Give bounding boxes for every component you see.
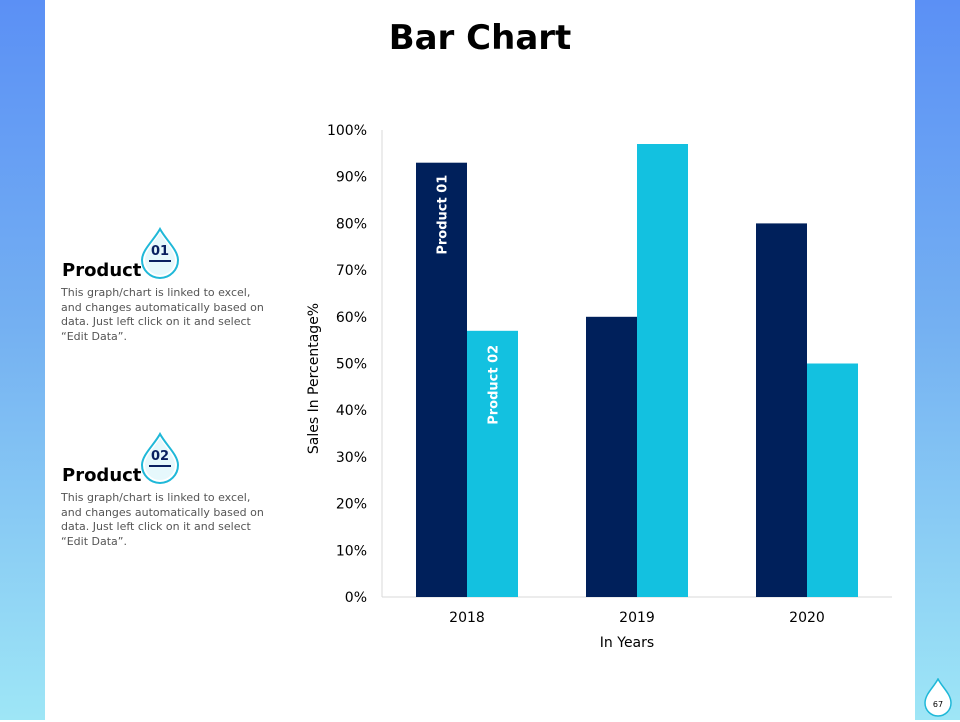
bar-product-02-2019 — [637, 144, 688, 597]
y-tick-label: 60% — [336, 310, 367, 326]
page-number: 67 — [932, 700, 944, 709]
bar-product-01-2018 — [416, 162, 467, 597]
left-gradient-band — [0, 0, 45, 720]
x-tick-label: 2019 — [619, 610, 655, 626]
y-tick-label: 20% — [336, 497, 367, 513]
product-number: 02 — [150, 449, 170, 464]
bar-product-01-2019 — [586, 316, 637, 597]
water-drop-icon: 01 — [140, 226, 180, 283]
y-tick-label: 100% — [327, 123, 367, 139]
x-tick-label: 2020 — [789, 610, 825, 626]
right-gradient-band — [915, 0, 960, 720]
y-tick-label: 40% — [336, 403, 367, 419]
bar-product-02-2018 — [467, 330, 518, 597]
product-number: 01 — [150, 244, 170, 259]
page-drop-icon — [923, 677, 953, 722]
bar-series-label: Product 01 — [436, 175, 451, 255]
product-title: Product — [62, 465, 142, 486]
bar-product-01-2020 — [756, 223, 807, 597]
y-tick-label: 80% — [336, 216, 367, 232]
y-tick-label: 10% — [336, 543, 367, 559]
number-underline — [149, 260, 171, 262]
y-tick-label: 0% — [345, 590, 367, 606]
number-underline — [149, 465, 171, 467]
y-axis-title: Sales In Percentage% — [306, 303, 322, 454]
y-tick-label: 30% — [336, 450, 367, 466]
water-drop-icon: 02 — [140, 431, 180, 488]
product-description: This graph/chart is linked to excel, and… — [61, 286, 264, 343]
y-tick-label: 50% — [336, 357, 367, 373]
x-tick-label: 2018 — [449, 610, 485, 626]
product-description: This graph/chart is linked to excel, and… — [61, 491, 264, 548]
bar-series-label: Product 02 — [487, 345, 502, 425]
bar-chart: 0% 10% 20% 30% 40% 50% 60% 70% 80% 90% 100% 2018 201… — [306, 123, 892, 651]
y-tick-label: 90% — [336, 170, 367, 186]
bar-product-02-2020 — [807, 363, 858, 597]
x-axis-title: In Years — [600, 635, 654, 651]
slide-title: Bar Chart — [388, 18, 572, 58]
y-tick-label: 70% — [336, 263, 367, 279]
product-title: Product — [62, 260, 142, 281]
